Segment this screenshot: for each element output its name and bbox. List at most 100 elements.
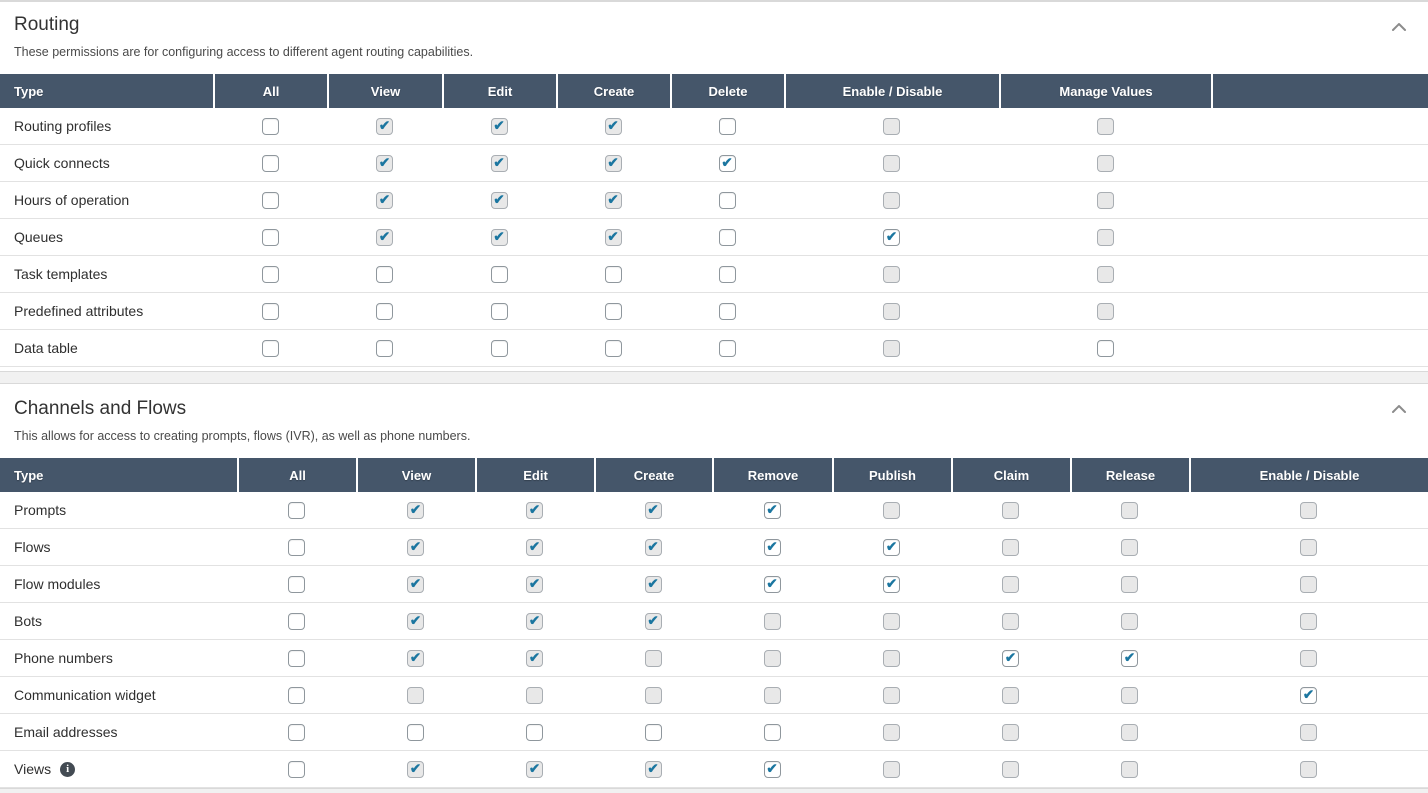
checkbox-views-all[interactable] [288, 760, 305, 778]
checkbox-data-table-all[interactable] [261, 339, 279, 357]
permission-cell [1189, 751, 1428, 787]
checkbox-communication-widget-publish [883, 686, 900, 704]
checkbox-prompts-remove[interactable]: ✔ [763, 501, 781, 519]
permission-cell: ✔ [670, 145, 784, 181]
checkbox-email-addresses-remove[interactable] [763, 723, 781, 741]
table-body: Prompts ✔ ✔ ✔ ✔ Flows ✔ ✔ ✔ ✔ ✔ Flow modules ✔ ✔ ✔ ✔ ✔ Bo… [0, 492, 1428, 788]
row-type-cell: Bots [0, 603, 237, 639]
permission-cell: ✔ [475, 566, 594, 602]
permission-cell: ✔ [442, 219, 556, 255]
checkbox-task-templates-create[interactable] [604, 265, 622, 283]
column-header-all: All [213, 74, 327, 108]
checkbox-flow-modules-all[interactable] [288, 575, 305, 593]
checkbox-flows-publish[interactable]: ✔ [883, 538, 900, 556]
checkbox-task-templates-all[interactable] [261, 265, 279, 283]
checkbox-communication-widget-all[interactable] [288, 686, 305, 704]
permission-cell: ✔ [327, 219, 442, 255]
permission-cell: ✔ [475, 751, 594, 787]
check-icon: ✔ [1123, 649, 1136, 665]
permission-cell [951, 492, 1070, 528]
column-header-type: Type [14, 467, 44, 483]
checkbox-phone-numbers-all[interactable] [288, 649, 305, 667]
permission-cell [670, 219, 784, 255]
chevron-up-icon[interactable] [1390, 20, 1408, 34]
checkbox-bots-all[interactable] [288, 612, 305, 630]
info-icon[interactable]: i [60, 761, 76, 777]
permission-cell [951, 677, 1070, 713]
checkbox-data-table-view[interactable] [376, 339, 393, 357]
permission-cell [327, 293, 442, 329]
checkbox-flows-all[interactable] [288, 538, 305, 556]
table-row-communication-widget: Communication widget ✔ [0, 677, 1428, 714]
permission-cell [594, 714, 712, 750]
checkbox-queues-delete[interactable] [718, 228, 736, 246]
checkbox-routing-profiles-all[interactable] [261, 117, 279, 135]
permission-cell: ✔ [832, 529, 951, 565]
checkbox-data-table-manage-values[interactable] [1096, 339, 1114, 357]
checkbox-predefined-attributes-edit[interactable] [490, 302, 508, 320]
checkbox-task-templates-delete[interactable] [718, 265, 736, 283]
permission-cell: ✔ [832, 566, 951, 602]
checkbox-flow-modules-remove[interactable]: ✔ [763, 575, 781, 593]
check-icon: ✔ [378, 117, 391, 133]
checkbox-quick-connects-delete[interactable]: ✔ [718, 154, 736, 172]
checkbox-phone-numbers-release[interactable]: ✔ [1121, 649, 1138, 667]
checkbox-task-templates-view[interactable] [376, 265, 393, 283]
checkbox-phone-numbers-claim[interactable]: ✔ [1002, 649, 1019, 667]
checkbox-email-addresses-create[interactable] [644, 723, 662, 741]
checkbox-predefined-attributes-create[interactable] [604, 302, 622, 320]
checkbox-hours-of-operation-delete[interactable] [718, 191, 736, 209]
section-divider [0, 371, 1428, 384]
checkbox-flow-modules-publish[interactable]: ✔ [883, 575, 900, 593]
row-type-cell: Routing profiles [0, 108, 213, 144]
permission-cell [784, 108, 999, 144]
checkbox-task-templates-edit[interactable] [490, 265, 508, 283]
check-icon: ✔ [766, 760, 778, 776]
checkbox-prompts-create: ✔ [644, 501, 662, 519]
checkbox-email-addresses-all[interactable] [288, 723, 305, 741]
checkbox-hours-of-operation-all[interactable] [261, 191, 279, 209]
checkbox-email-addresses-edit[interactable] [526, 723, 543, 741]
permission-cell [213, 256, 327, 292]
checkbox-flows-remove[interactable]: ✔ [763, 538, 781, 556]
check-icon: ✔ [647, 538, 659, 554]
checkbox-predefined-attributes-all[interactable] [261, 302, 279, 320]
permission-cell [951, 714, 1070, 750]
checkbox-quick-connects-edit: ✔ [490, 154, 508, 172]
checkbox-email-addresses-view[interactable] [407, 723, 424, 741]
column-header-edit: Edit [475, 458, 594, 492]
permission-cell [832, 677, 951, 713]
permission-cell: ✔ [356, 751, 475, 787]
checkbox-communication-widget-enable-disable[interactable]: ✔ [1300, 686, 1317, 704]
column-header-publish: Publish [832, 458, 951, 492]
checkbox-queues-all[interactable] [261, 228, 279, 246]
checkbox-predefined-attributes-delete[interactable] [718, 302, 736, 320]
bottom-divider [0, 788, 1428, 793]
permission-cell [1189, 640, 1428, 676]
checkbox-flow-modules-enable-disable [1300, 575, 1317, 593]
row-type-cell: Flow modules [0, 566, 237, 602]
checkbox-views-remove[interactable]: ✔ [763, 760, 781, 778]
permission-cell [832, 751, 951, 787]
checkbox-hours-of-operation-manage-values [1096, 191, 1114, 209]
checkbox-prompts-all[interactable] [288, 501, 305, 519]
permission-cell: ✔ [475, 640, 594, 676]
check-icon: ✔ [493, 228, 505, 244]
checkbox-data-table-delete[interactable] [718, 339, 736, 357]
checkbox-data-table-edit[interactable] [490, 339, 508, 357]
permission-cell: ✔ [327, 145, 442, 181]
chevron-up-icon[interactable] [1390, 402, 1408, 416]
permission-cell [712, 714, 832, 750]
checkbox-queues-enable-disable[interactable]: ✔ [883, 228, 900, 246]
permission-cell [670, 293, 784, 329]
checkbox-predefined-attributes-view[interactable] [376, 302, 393, 320]
checkbox-flow-modules-create: ✔ [644, 575, 662, 593]
checkbox-routing-profiles-create: ✔ [604, 117, 622, 135]
checkbox-predefined-attributes-manage-values [1096, 302, 1114, 320]
checkbox-data-table-create[interactable] [604, 339, 622, 357]
checkbox-prompts-claim [1002, 501, 1019, 519]
checkbox-routing-profiles-delete[interactable] [718, 117, 736, 135]
permission-cell [784, 256, 999, 292]
checkbox-routing-profiles-view: ✔ [376, 117, 393, 135]
checkbox-quick-connects-all[interactable] [261, 154, 279, 172]
